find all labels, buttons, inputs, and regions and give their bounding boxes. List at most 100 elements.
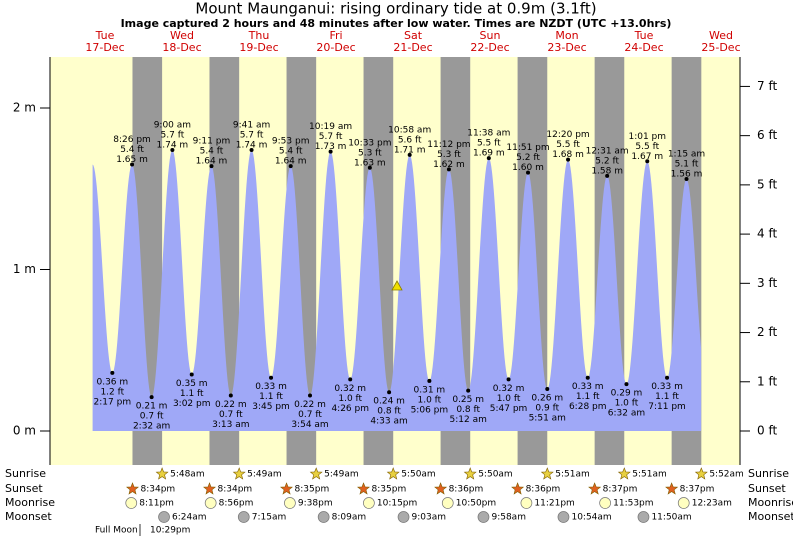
sunset-time: 8:36pm	[449, 485, 484, 495]
tide-label: 0.21 m	[136, 402, 168, 412]
tide-label: 11:12 pm	[427, 140, 470, 150]
day-name: Mon	[555, 29, 578, 42]
moonrise-time: 8:56pm	[219, 499, 254, 509]
high-tide-dot	[170, 147, 175, 152]
sunset-time: 8:37pm	[603, 485, 638, 495]
high-tide-dot	[645, 159, 650, 164]
chart-title: Mount Maunganui: rising ordinary tide at…	[195, 0, 596, 18]
sunset-icon	[280, 482, 293, 495]
low-tide-dot	[665, 375, 670, 380]
moonrise-icon	[599, 497, 611, 509]
day-name: Sun	[480, 29, 501, 42]
sunrise-time: 5:49am	[324, 470, 359, 480]
day-date: 22-Dec	[470, 41, 509, 54]
tide-label: 1.65 m	[116, 155, 148, 165]
low-tide-dot	[427, 378, 432, 383]
tide-label: 9:11 pm	[193, 137, 231, 147]
sunset-time: 8:36pm	[526, 485, 561, 495]
sunset-time: 8:34pm	[217, 485, 252, 495]
moonset-icon	[237, 511, 250, 523]
low-tide-dot	[466, 388, 471, 393]
tide-label: 1.60 m	[512, 163, 544, 173]
day-date: 24-Dec	[624, 41, 663, 54]
tide-label: 0.26 m	[531, 394, 563, 404]
y2-tick-label: 1 ft	[757, 374, 777, 388]
high-tide-dot	[684, 177, 689, 182]
tide-area	[92, 149, 702, 432]
tide-label: 1.69 m	[473, 149, 505, 159]
sunrise-time: 5:50am	[401, 470, 436, 480]
day-name: Wed	[170, 29, 194, 42]
y2-tick-label: 4 ft	[757, 227, 777, 241]
high-tide-dot	[446, 167, 451, 172]
low-tide-dot	[348, 377, 353, 382]
row-label: Moonset	[748, 510, 793, 523]
moonset-time: 9:03am	[412, 513, 447, 523]
tide-label: 5.2 ft	[595, 156, 619, 166]
day-name: Fri	[329, 29, 342, 42]
tide-label: 9:00 am	[154, 120, 191, 130]
sunrise-icon	[463, 467, 477, 480]
high-tide-dot	[288, 164, 293, 169]
moon-phase-label: Full Moon	[95, 526, 138, 536]
day-name: Tue	[634, 29, 654, 42]
day-date: 25-Dec	[701, 41, 740, 54]
tide-label: 5.6 ft	[398, 135, 422, 145]
moonset-time: 9:58am	[491, 513, 526, 523]
tide-label: 1.71 m	[394, 145, 426, 155]
tide-label: 5.7 ft	[319, 132, 343, 142]
tide-label: 5.7 ft	[240, 130, 264, 140]
moonrise-time: 8:11pm	[139, 499, 174, 509]
sunrise-time: 5:51am	[632, 470, 667, 480]
tide-fill	[92, 149, 702, 432]
low-tide-dot	[545, 387, 550, 392]
tide-label: 3:45 pm	[252, 402, 290, 412]
sunrise-icon	[694, 467, 708, 480]
day-date: 20-Dec	[316, 41, 355, 54]
tide-label: 3:13 am	[212, 420, 249, 430]
tide-label: 10:33 pm	[348, 138, 391, 148]
moonset-icon	[397, 511, 410, 523]
tide-label: 1.67 m	[631, 152, 663, 162]
day-date: 21-Dec	[393, 41, 432, 54]
sunset-icon	[203, 482, 216, 495]
y-tick-label: 0 m	[13, 424, 36, 438]
moonrise-icon	[204, 497, 217, 509]
moonset-icon	[477, 511, 490, 523]
moonset-time: 7:15am	[252, 513, 287, 523]
row-label: Moonset	[5, 510, 52, 523]
day-date: 17-Dec	[85, 41, 124, 54]
current-tide-marker	[391, 280, 403, 291]
tide-label: 1.62 m	[433, 160, 465, 170]
day-name: Thu	[248, 29, 270, 42]
tide-label: 5:12 am	[450, 415, 487, 425]
tide-label: 5:06 pm	[411, 405, 449, 415]
tide-label: 1.1 ft	[259, 392, 283, 402]
high-tide-dot	[486, 156, 491, 161]
tide-label: 11:38 am	[467, 129, 510, 139]
moonrise-time: 9:38pm	[298, 499, 333, 509]
tide-label: 5:47 pm	[490, 404, 528, 414]
sunrise-icon	[540, 467, 554, 480]
tide-label: 2:32 am	[133, 422, 170, 432]
tide-label: 0.29 m	[611, 389, 643, 399]
tide-label: 0.33 m	[255, 382, 287, 392]
tide-label: 1.1 ft	[655, 392, 679, 402]
tide-label: 1.68 m	[552, 150, 584, 160]
tide-label: 5.5 ft	[477, 139, 501, 149]
sunrise-icon	[386, 467, 400, 480]
tide-label: 7:11 pm	[648, 402, 686, 412]
moonrise-icon	[677, 497, 690, 509]
y2-tick-label: 3 ft	[757, 276, 777, 290]
tide-label: 4:33 am	[370, 417, 407, 427]
day-name: Sat	[404, 29, 423, 42]
tide-label: 5.3 ft	[437, 150, 461, 160]
low-tide-dot	[624, 382, 629, 387]
sunrise-time: 5:49am	[247, 470, 282, 480]
tide-label: 5:51 am	[529, 414, 566, 424]
tide-label: 5.4 ft	[200, 147, 224, 157]
sunset-time: 8:34pm	[140, 485, 175, 495]
sunrise-icon	[309, 467, 323, 480]
tide-label: 5.5 ft	[556, 140, 580, 150]
